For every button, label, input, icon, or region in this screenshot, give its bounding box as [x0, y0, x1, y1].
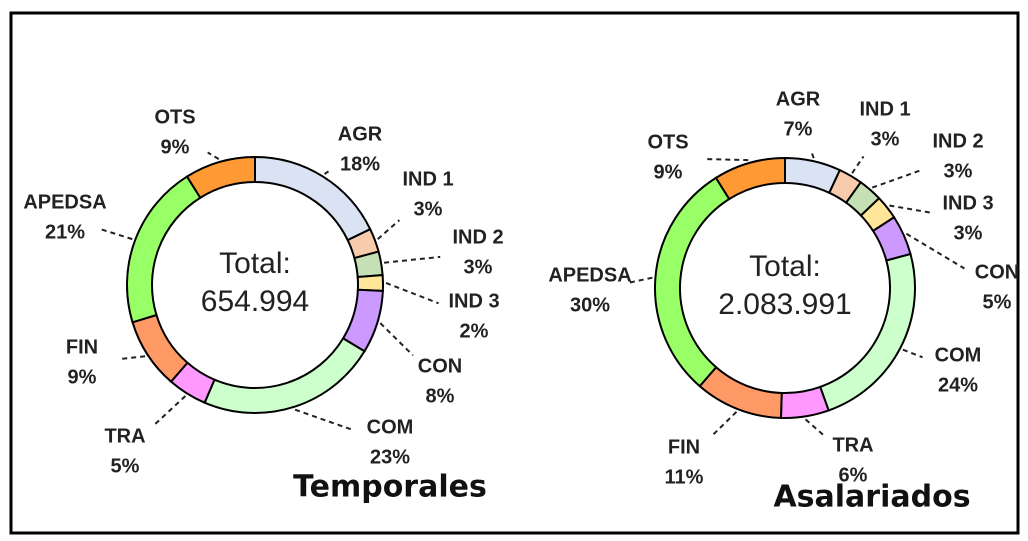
category-label: AGR — [338, 123, 383, 145]
leader-line — [379, 322, 414, 357]
donut-slice — [356, 273, 384, 293]
leader-line — [324, 170, 330, 175]
leader-line — [705, 158, 749, 162]
category-label: AGR — [776, 88, 821, 110]
category-label: IND 2 — [452, 226, 503, 248]
value-label: 30% — [570, 294, 610, 316]
leader-line — [902, 348, 923, 359]
leader-line — [385, 282, 439, 305]
value-label: 23% — [370, 446, 410, 468]
value-label: 9% — [68, 366, 97, 388]
leader-line — [905, 232, 965, 270]
center-text: 2.083.991 — [718, 288, 851, 321]
value-label: 3% — [414, 198, 443, 220]
category-label: CON — [418, 355, 462, 377]
leader-line — [207, 151, 220, 160]
leader-line — [804, 418, 826, 437]
leader-line — [889, 204, 931, 214]
value-label: 7% — [784, 118, 813, 140]
category-label: FIN — [66, 336, 98, 358]
leader-line — [851, 155, 865, 174]
category-label: OTS — [647, 131, 688, 153]
value-label: 21% — [45, 221, 85, 243]
value-label: 8% — [426, 385, 455, 407]
value-label: 9% — [654, 161, 683, 183]
value-label: 3% — [871, 128, 900, 150]
value-label: 3% — [464, 256, 493, 278]
value-label: 18% — [340, 153, 380, 175]
leader-line — [710, 411, 738, 438]
category-label: APEDSA — [548, 264, 631, 286]
leader-line — [626, 276, 653, 285]
value-label: 3% — [944, 160, 973, 182]
category-label: IND 1 — [402, 168, 453, 190]
category-label: APEDSA — [23, 191, 106, 213]
value-label: 3% — [954, 222, 983, 244]
chart-title: Asalariados — [773, 480, 970, 515]
value-label: 5% — [983, 291, 1012, 313]
center-text: Total: — [219, 247, 291, 280]
category-label: CON — [975, 261, 1019, 283]
category-label: IND 3 — [448, 290, 499, 312]
category-label: COM — [935, 344, 982, 366]
leader-line — [100, 228, 133, 241]
chart-title: Temporales — [293, 470, 487, 505]
category-label: TRA — [104, 425, 145, 447]
category-label: IND 3 — [942, 192, 993, 214]
leader-line — [383, 255, 441, 264]
category-label: COM — [367, 416, 414, 438]
category-label: FIN — [668, 436, 700, 458]
leader-line — [152, 395, 187, 427]
value-label: 9% — [161, 136, 190, 158]
leader-line — [119, 355, 146, 360]
value-label: 6% — [839, 464, 868, 486]
frame — [9, 11, 1020, 535]
center-text: Total: — [749, 250, 821, 283]
leader-line — [377, 219, 401, 240]
category-label: TRA — [832, 434, 873, 456]
category-label: IND 1 — [859, 98, 910, 120]
donut-slice — [714, 156, 786, 201]
value-label: 11% — [665, 466, 704, 488]
category-label: IND 2 — [932, 130, 983, 152]
value-label: 24% — [938, 374, 978, 396]
category-label: OTS — [154, 106, 195, 128]
leader-line — [810, 150, 815, 159]
center-text: 654.994 — [201, 285, 309, 318]
value-label: 2% — [460, 320, 489, 342]
leader-line — [294, 408, 355, 432]
donut-slice — [185, 155, 256, 200]
value-label: 5% — [111, 455, 140, 477]
